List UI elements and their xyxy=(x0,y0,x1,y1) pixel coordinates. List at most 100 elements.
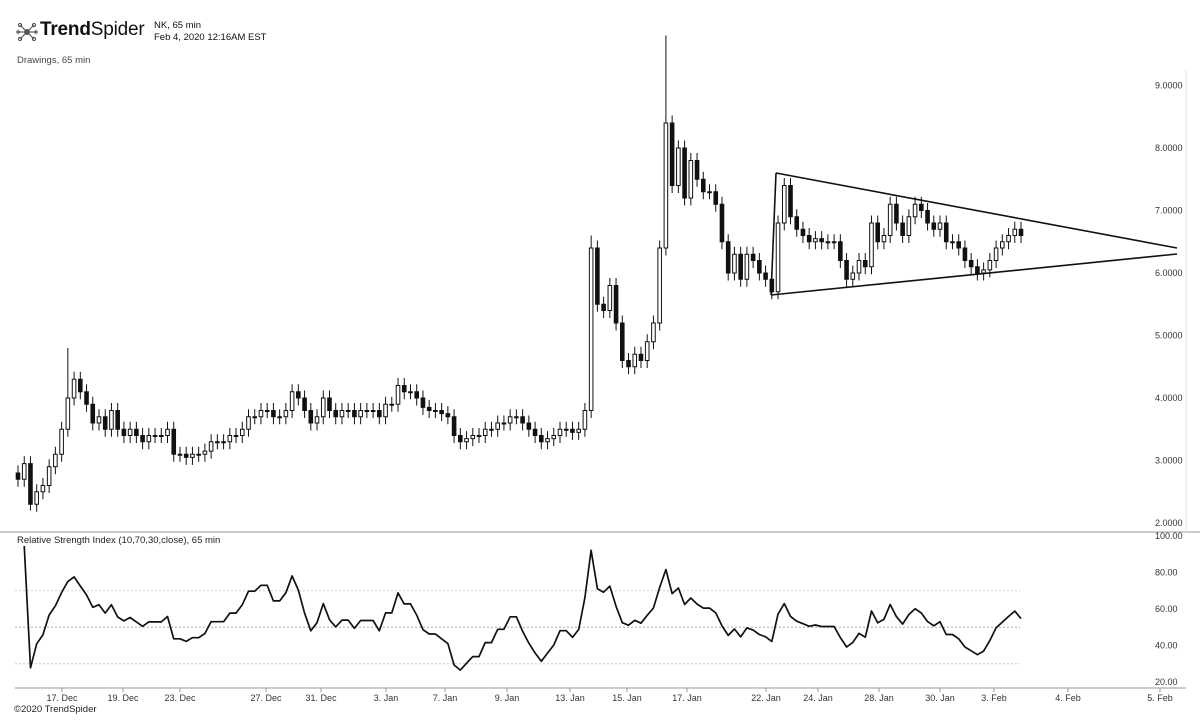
candle xyxy=(96,409,102,431)
rsi-tick-label: 40.00 xyxy=(1155,641,1178,651)
candle-body-down xyxy=(844,260,849,280)
candle-body-down xyxy=(115,410,120,430)
candle-body-down xyxy=(931,222,937,230)
candle-body-up xyxy=(196,453,201,456)
candle-body-up xyxy=(339,410,345,418)
candle xyxy=(470,428,476,447)
candle xyxy=(308,403,314,431)
candle-body-down xyxy=(134,428,139,436)
candle-body-up xyxy=(383,403,388,418)
candle xyxy=(489,421,494,437)
candle-body-up xyxy=(202,450,208,455)
candle-body-up xyxy=(912,203,918,218)
candle xyxy=(800,221,806,243)
candle xyxy=(931,215,937,237)
candle-body-up xyxy=(831,241,837,244)
candle xyxy=(900,215,905,243)
price-tick-label: 2.0000 xyxy=(1155,518,1183,528)
candle xyxy=(389,396,395,412)
time-tick-label: 28. Jan xyxy=(864,693,894,703)
candle-body-up xyxy=(732,253,737,274)
candle xyxy=(183,446,189,465)
triangle-upper-trendline[interactable] xyxy=(775,172,1178,249)
candle-body-up xyxy=(551,435,557,440)
time-tick-label: 22. Jan xyxy=(751,693,781,703)
time-tick-label: 4. Feb xyxy=(1055,693,1081,703)
candle-body-down xyxy=(713,191,719,205)
price-tick-label: 4.0000 xyxy=(1155,393,1183,403)
trendspider-logo[interactable]: TrendSpider xyxy=(16,18,156,44)
candle xyxy=(271,403,276,425)
candle xyxy=(190,446,195,465)
candle xyxy=(813,231,818,250)
candle xyxy=(738,246,743,287)
candle-body-up xyxy=(208,441,214,452)
triangle-lower-trendline[interactable] xyxy=(770,253,1178,296)
candle-body-down xyxy=(271,410,276,418)
candle xyxy=(619,315,625,368)
candle-body-down xyxy=(420,397,426,408)
candle xyxy=(358,403,363,425)
candle-body-up xyxy=(950,241,955,244)
candle-body-down xyxy=(900,222,905,236)
candle-body-up xyxy=(588,247,594,411)
candle xyxy=(788,178,793,225)
time-tick-label: 3. Jan xyxy=(374,693,399,703)
candle xyxy=(850,265,856,287)
candle xyxy=(140,428,145,450)
candle-body-up xyxy=(981,269,986,274)
candle xyxy=(719,196,725,250)
time-tick-label: 19. Dec xyxy=(107,693,139,703)
time-tick-label: 13. Jan xyxy=(555,693,585,703)
candle-body-up xyxy=(482,428,488,436)
time-axis: 17. Dec 19. Dec 23. Dec 27. Dec 31. Dec 3. Ja… xyxy=(46,688,1173,703)
candle xyxy=(526,415,532,437)
candle-body-down xyxy=(750,253,756,261)
candle-body-up xyxy=(464,438,469,443)
candle-body-down xyxy=(401,385,407,393)
candle xyxy=(345,403,351,418)
candle-body-up xyxy=(993,247,999,261)
triangle-drawing[interactable] xyxy=(770,172,1178,296)
candle xyxy=(632,346,638,375)
candle-body-up xyxy=(489,428,494,431)
triangle-left-edge[interactable] xyxy=(770,172,777,296)
price-tick-label: 9.0000 xyxy=(1155,81,1183,91)
candle xyxy=(327,390,332,418)
candle xyxy=(352,403,357,425)
candle xyxy=(109,403,114,437)
candle xyxy=(601,296,606,318)
candle-body-up xyxy=(688,160,694,199)
candle xyxy=(420,390,426,415)
candle xyxy=(15,465,21,487)
rsi-indicator-label[interactable]: Relative Strength Index (10,70,30,close)… xyxy=(17,535,223,546)
candle xyxy=(408,384,413,400)
candle xyxy=(134,421,139,443)
candle xyxy=(65,348,71,437)
spider-logo-icon xyxy=(16,22,38,42)
rsi-tick-label: 20.00 xyxy=(1155,677,1178,687)
candle-body-down xyxy=(458,435,463,443)
candle-body-up xyxy=(676,147,681,186)
rsi-tick-label: 60.00 xyxy=(1155,604,1178,614)
candle xyxy=(713,184,719,212)
candle-body-up xyxy=(887,203,893,236)
candle xyxy=(557,421,563,443)
candle-body-down xyxy=(962,247,968,261)
candle-body-up xyxy=(632,353,638,368)
brand-name: TrendSpider xyxy=(40,19,145,40)
candle-body-down xyxy=(682,147,687,199)
candle xyxy=(825,234,831,250)
candle-body-down xyxy=(1018,228,1024,236)
candle xyxy=(532,421,538,443)
candle-body-up xyxy=(59,428,64,455)
candle-body-up xyxy=(707,191,712,194)
candle xyxy=(377,403,382,425)
candle-body-up xyxy=(869,222,874,268)
candle xyxy=(582,403,588,437)
candle-body-up xyxy=(495,422,500,430)
candle xyxy=(514,409,519,425)
candle xyxy=(831,234,837,250)
candle-body-down xyxy=(414,391,420,399)
